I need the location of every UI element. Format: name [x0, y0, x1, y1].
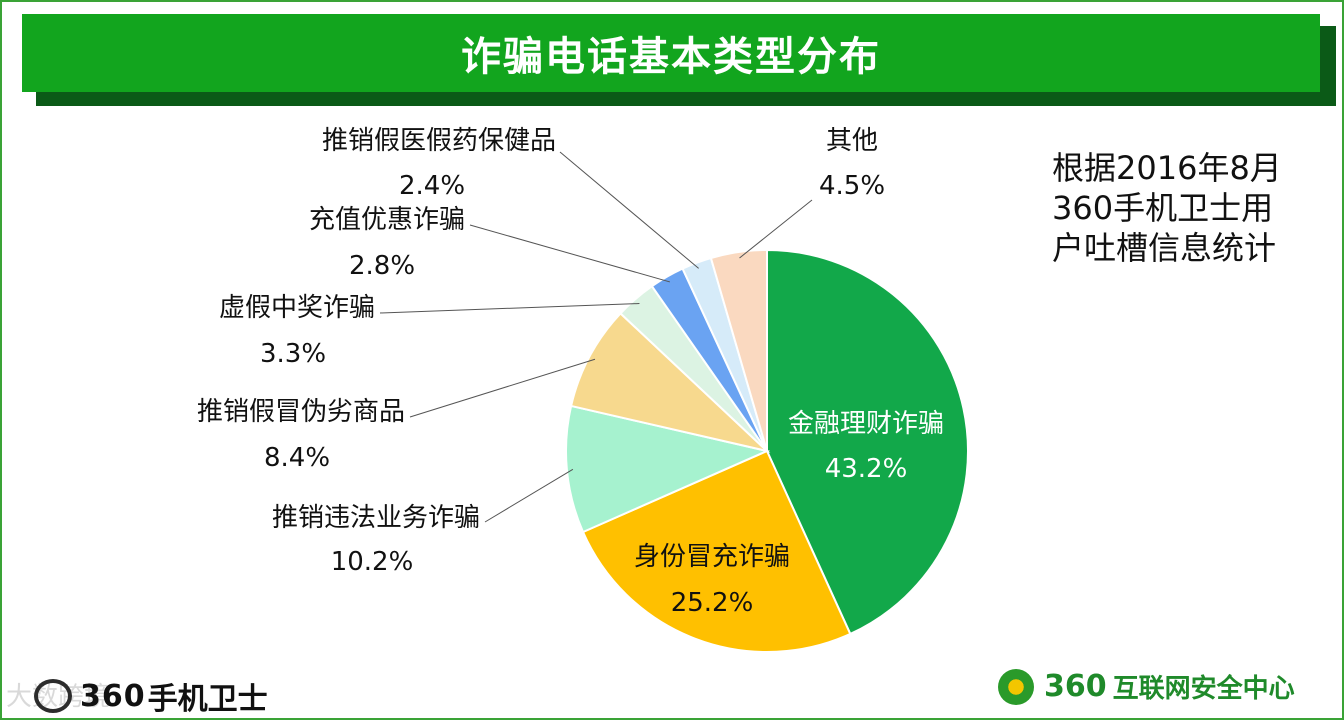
leader-lines: [379, 151, 813, 523]
slice-value-4: 8.4%: [264, 443, 330, 473]
org-logo: 360 互联网安全中心: [998, 668, 1295, 705]
leader-line-8: [739, 199, 813, 259]
slice-value-2: 25.2%: [671, 588, 754, 618]
slice-value-1: 43.2%: [825, 454, 908, 484]
leader-line-6: [469, 224, 671, 283]
pie-slice-8: [709, 248, 768, 452]
page-title: 诈骗电话基本类型分布: [461, 34, 881, 80]
security-seal-icon: [998, 668, 1034, 705]
leader-line-5: [379, 303, 640, 314]
leader-line-7: [559, 151, 699, 269]
slice-labels: 金融理财诈骗 43.2% 身份冒充诈骗 25.2% 推销违法业务诈骗 10.2% 推销假冒伪…: [197, 126, 944, 618]
org-logo-brand: 360: [1044, 669, 1107, 704]
product-logo-name: 手机卫士: [147, 682, 268, 717]
source-note: 根据2016年8月 360手机卫士用 户吐槽信息统计: [1052, 148, 1312, 268]
slice-label-6: 充值优惠诈骗: [309, 205, 465, 235]
slice-label-8: 其他: [826, 126, 878, 156]
pie-slice-4: [569, 311, 771, 453]
slice-value-7: 2.4%: [399, 171, 465, 201]
slice-value-6: 2.8%: [349, 251, 415, 281]
slice-label-3: 推销违法业务诈骗: [272, 503, 480, 533]
slice-label-1: 金融理财诈骗: [788, 409, 944, 439]
product-logo-brand: 360: [80, 678, 146, 714]
slice-label-7: 推销假医假药保健品: [322, 126, 556, 156]
source-note-line-1: 根据2016年8月: [1052, 149, 1282, 187]
leader-line-3: [484, 468, 574, 523]
source-note-line-3: 户吐槽信息统计: [1052, 229, 1277, 267]
slice-label-4: 推销假冒伪劣商品: [197, 397, 405, 427]
slice-value-3: 10.2%: [331, 547, 414, 577]
slice-label-2: 身份冒充诈骗: [634, 542, 790, 572]
title-bar: 诈骗电话基本类型分布: [22, 14, 1320, 92]
product-logo: 360 手机卫士: [34, 674, 268, 718]
slice-label-5: 虚假中奖诈骗: [219, 293, 375, 323]
360-ring-icon: [34, 679, 72, 713]
org-logo-name: 互联网安全中心: [1112, 674, 1295, 704]
pie-slice-2: [581, 449, 852, 653]
leader-line-4: [409, 358, 596, 418]
source-note-line-2: 360手机卫士用: [1052, 189, 1274, 227]
slice-value-8: 4.5%: [819, 171, 885, 201]
pie-slices: [565, 248, 969, 653]
pie-slice-1: [766, 248, 969, 636]
slice-value-5: 3.3%: [260, 339, 326, 369]
pie-slice-3: [565, 404, 771, 534]
